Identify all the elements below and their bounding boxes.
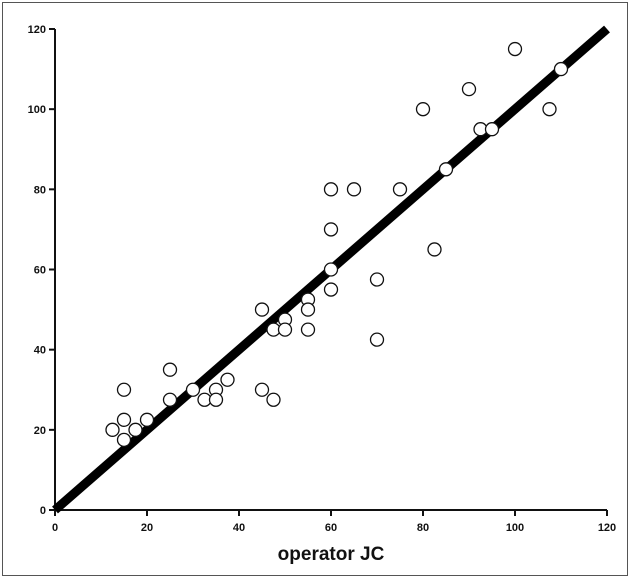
- data-point: [266, 392, 281, 407]
- data-point: [369, 272, 385, 287]
- data-point: [461, 81, 477, 97]
- x-tick-label: 120: [598, 522, 616, 534]
- y-tick-label: 100: [28, 104, 46, 116]
- data-point: [553, 61, 569, 77]
- data-point: [220, 372, 235, 387]
- data-points: [105, 41, 569, 448]
- data-point: [185, 382, 201, 397]
- data-point: [392, 182, 408, 197]
- x-tick-label: 20: [141, 522, 153, 534]
- data-point: [254, 382, 270, 397]
- y-tick-label: 60: [34, 265, 46, 277]
- x-tick-label: 0: [52, 522, 58, 534]
- y-tick-label: 120: [28, 24, 46, 36]
- data-point: [300, 302, 316, 317]
- y-tick-label: 40: [34, 345, 46, 357]
- x-tick-label: 100: [506, 522, 524, 534]
- data-point: [277, 322, 293, 337]
- data-point: [484, 122, 500, 137]
- data-point: [300, 322, 316, 337]
- data-point: [323, 262, 339, 277]
- x-tick-label: 40: [233, 522, 245, 534]
- data-point: [105, 422, 120, 437]
- data-point: [427, 242, 442, 257]
- x-tick-label: 80: [417, 522, 429, 534]
- data-point: [323, 222, 339, 237]
- data-point: [162, 392, 178, 407]
- data-point: [128, 422, 143, 437]
- data-point: [139, 412, 155, 427]
- data-point: [116, 382, 132, 397]
- x-axis-title: operator JC: [278, 544, 385, 565]
- tick-labels: 0 20 40 60 80 100 120 0 20 40 60 80 100 120: [28, 24, 617, 534]
- x-tick-label: 60: [325, 522, 337, 534]
- data-point: [323, 282, 339, 297]
- data-point: [369, 332, 385, 347]
- y-tick-label: 80: [34, 184, 46, 196]
- data-point: [415, 102, 431, 117]
- data-point: [162, 362, 178, 377]
- data-point: [438, 162, 454, 177]
- data-point: [116, 432, 132, 448]
- data-point: [116, 412, 132, 427]
- data-point: [346, 182, 362, 197]
- y-tick-label: 0: [40, 505, 46, 517]
- data-point: [323, 182, 339, 197]
- tick-marks: [49, 28, 608, 516]
- y-tick-label: 20: [34, 425, 46, 437]
- data-point: [208, 392, 224, 407]
- data-point: [542, 102, 557, 117]
- data-point: [507, 41, 523, 57]
- data-point: [254, 302, 270, 317]
